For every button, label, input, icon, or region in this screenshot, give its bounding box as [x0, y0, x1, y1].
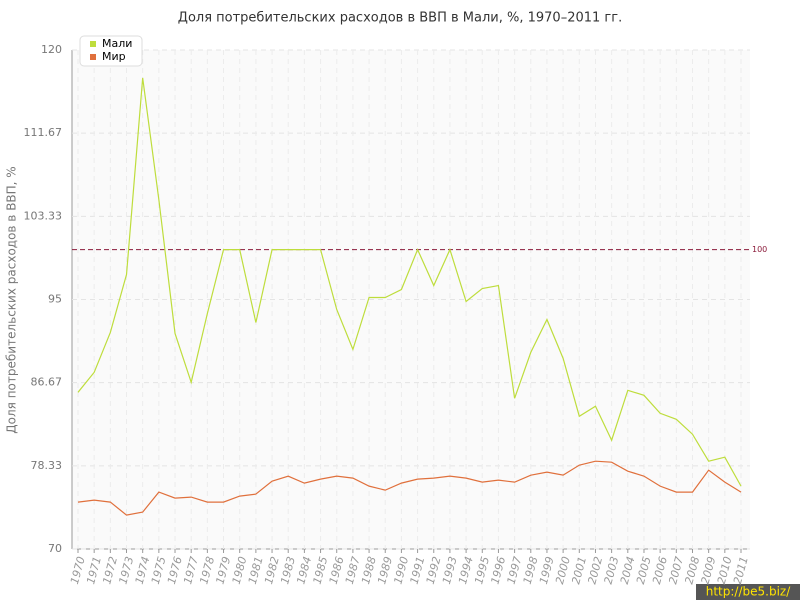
watermark-bg	[696, 584, 800, 600]
line-series	[77, 77, 742, 487]
y-tick-label: 120	[41, 43, 62, 56]
legend-swatch	[90, 54, 96, 60]
line-series	[77, 460, 742, 516]
y-tick-label: 78.33	[31, 459, 63, 472]
legend-label: Мир	[102, 50, 126, 63]
y-tick-label: 111.67	[24, 126, 63, 139]
y-tick-label: 70	[48, 542, 62, 555]
y-axis-label: Доля потребительских расходов в ВВП, %	[5, 166, 19, 433]
legend-label: Мали	[102, 37, 132, 50]
legend-swatch	[90, 41, 96, 47]
reference-label: 100	[752, 245, 767, 254]
watermark: http://be5.biz/	[706, 585, 791, 599]
y-tick-label: 86.67	[31, 376, 63, 389]
y-tick-label: 95	[48, 293, 62, 306]
y-tick-label: 103.33	[24, 209, 63, 222]
chart-title: Доля потребительских расходов в ВВП в Ма…	[178, 11, 622, 26]
